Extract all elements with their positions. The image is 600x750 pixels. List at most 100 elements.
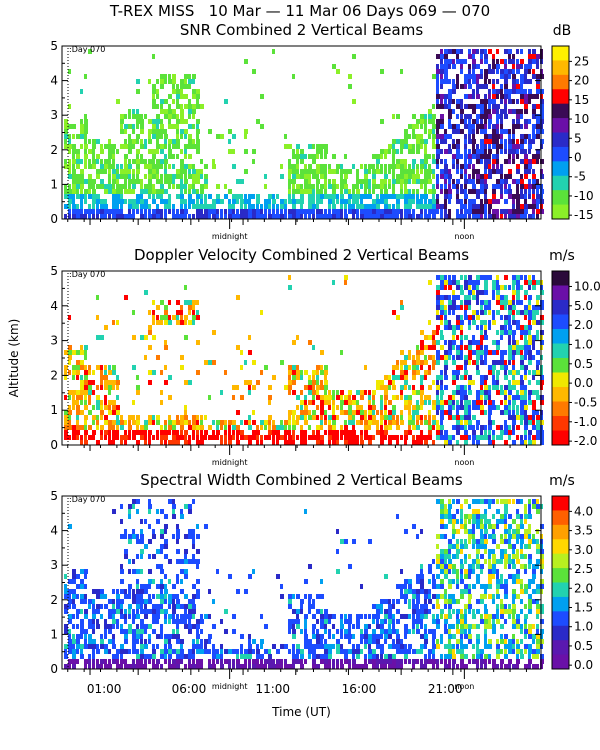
heatmap-cell <box>468 400 471 405</box>
heatmap-cell <box>412 370 416 375</box>
heatmap-cell <box>156 169 159 174</box>
heatmap-cell <box>188 104 192 109</box>
heatmap-cell <box>176 310 180 315</box>
heatmap-cell <box>444 375 448 380</box>
heatmap-cell <box>512 335 515 340</box>
heatmap-cell <box>308 410 311 415</box>
heatmap-cell <box>300 664 304 669</box>
heatmap-cell <box>384 149 388 154</box>
heatmap-cell <box>392 189 395 194</box>
heatmap-cell <box>196 199 199 204</box>
heatmap-cell <box>396 435 399 440</box>
heatmap-cell <box>520 375 523 380</box>
heatmap-cell <box>460 99 463 104</box>
heatmap-cell <box>128 534 132 539</box>
heatmap-cell <box>264 425 267 430</box>
heatmap-cell <box>468 285 471 290</box>
heatmap-cell <box>160 569 164 574</box>
heatmap-cell <box>164 129 167 134</box>
heatmap-cell <box>480 144 484 149</box>
heatmap-cell <box>428 430 432 435</box>
heatmap-cell <box>296 375 300 380</box>
heatmap-cell <box>488 549 492 554</box>
heatmap-cell <box>136 614 140 619</box>
heatmap-cell <box>508 370 512 375</box>
heatmap-cell <box>92 654 95 659</box>
heatmap-cell <box>476 325 479 330</box>
heatmap-cell <box>468 94 472 99</box>
heatmap-cell <box>456 84 459 89</box>
heatmap-cell <box>144 614 148 619</box>
heatmap-cell <box>156 159 160 164</box>
heatmap-cell <box>440 94 444 99</box>
heatmap-cell <box>540 74 544 79</box>
heatmap-cell <box>124 174 128 179</box>
heatmap-cell <box>312 430 315 435</box>
heatmap-cell <box>152 529 155 534</box>
heatmap-cell <box>460 539 463 544</box>
heatmap-cell <box>112 370 116 375</box>
heatmap-cell <box>232 649 236 654</box>
heatmap-cell <box>424 395 428 400</box>
heatmap-cell <box>408 405 411 410</box>
heatmap-cell <box>152 154 156 159</box>
heatmap-cell <box>64 119 68 124</box>
heatmap-cell <box>176 129 179 134</box>
heatmap-cell <box>176 599 180 604</box>
heatmap-cell <box>184 189 187 194</box>
heatmap-cell <box>288 365 292 370</box>
heatmap-cell <box>356 649 360 654</box>
heatmap-cell <box>200 639 203 644</box>
heatmap-cell <box>436 614 439 619</box>
heatmap-cell <box>472 360 476 365</box>
heatmap-cell <box>248 380 252 385</box>
heatmap-cell <box>456 345 460 350</box>
heatmap-cell <box>188 654 192 659</box>
heatmap-cell <box>96 159 99 164</box>
heatmap-cell <box>308 639 312 644</box>
heatmap-cell <box>64 159 67 164</box>
heatmap-cell <box>452 290 455 295</box>
heatmap-cell <box>204 204 208 209</box>
heatmap-cell <box>392 365 396 370</box>
heatmap-cell <box>444 310 447 315</box>
heatmap-cell <box>512 154 515 159</box>
heatmap-cell <box>492 99 496 104</box>
heatmap-cell <box>132 589 135 594</box>
heatmap-cell <box>212 214 216 219</box>
heatmap-cell <box>528 280 532 285</box>
heatmap-cell <box>76 659 79 664</box>
heatmap-cell <box>472 340 476 345</box>
heatmap-cell <box>300 659 303 664</box>
heatmap-cell <box>392 154 395 159</box>
heatmap-cell <box>80 134 84 139</box>
heatmap-cell <box>520 59 524 64</box>
heatmap-cell <box>104 189 108 194</box>
heatmap-cell <box>508 320 511 325</box>
heatmap-cell <box>404 179 408 184</box>
heatmap-cell <box>424 614 428 619</box>
heatmap-cell <box>448 144 451 149</box>
heatmap-cell <box>468 624 472 629</box>
heatmap-cell <box>424 375 427 380</box>
heatmap-cell <box>488 659 491 664</box>
heatmap-cell <box>160 549 163 554</box>
heatmap-cell <box>240 214 244 219</box>
heatmap-cell <box>396 599 400 604</box>
heatmap-cell <box>288 604 292 609</box>
heatmap-cell <box>176 440 180 445</box>
heatmap-cell <box>460 609 463 614</box>
heatmap-cell <box>292 644 295 649</box>
heatmap-cell <box>112 199 116 204</box>
heatmap-cell <box>124 639 128 644</box>
heatmap-cell <box>508 69 512 74</box>
heatmap-cell <box>468 290 472 295</box>
heatmap-cell <box>140 604 143 609</box>
colorbar-segment-1 <box>552 285 569 301</box>
heatmap-cell <box>396 214 399 219</box>
heatmap-cell <box>380 405 383 410</box>
heatmap-cell <box>492 375 495 380</box>
heatmap-cell <box>432 204 436 209</box>
heatmap-cell <box>460 594 464 599</box>
heatmap-cell <box>96 174 100 179</box>
